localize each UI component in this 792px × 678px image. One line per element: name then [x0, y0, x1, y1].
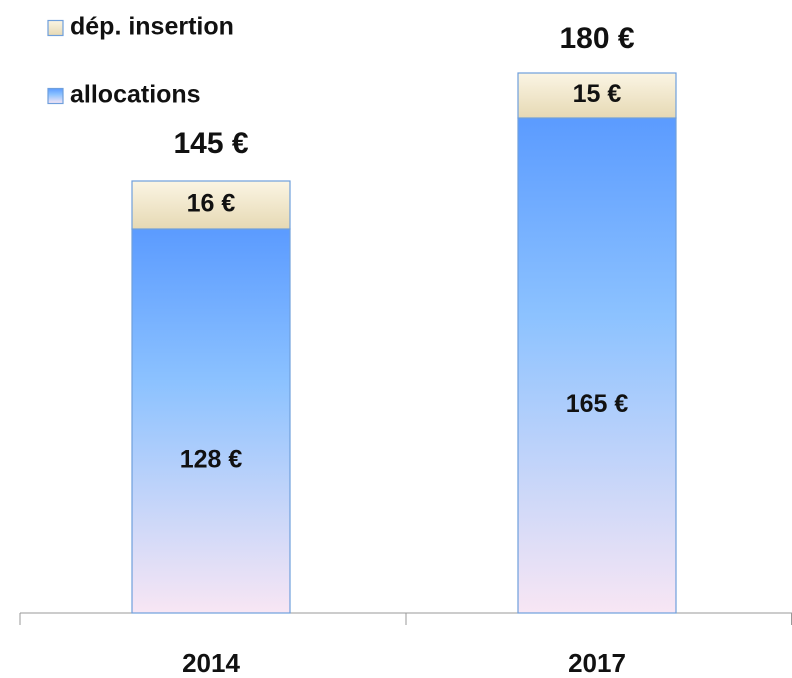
total-label: 180 €: [559, 22, 634, 55]
legend-swatch: [47, 87, 64, 105]
segment-label: 15 €: [573, 80, 622, 108]
legend-swatch: [47, 19, 64, 37]
bar-segment: [131, 228, 291, 614]
bar-segment: [517, 72, 677, 119]
bar-segment: [131, 180, 291, 230]
x-tick-label: 2017: [568, 648, 626, 678]
segment-label: 128 €: [180, 446, 243, 474]
legend-label: dép. insertion: [70, 13, 234, 41]
segment-label: 16 €: [187, 190, 236, 218]
segment-label: 165 €: [566, 390, 629, 418]
total-label: 145 €: [173, 127, 248, 160]
bar-segment: [517, 117, 677, 614]
legend-label: allocations: [70, 81, 201, 109]
x-tick-label: 2014: [182, 648, 240, 678]
